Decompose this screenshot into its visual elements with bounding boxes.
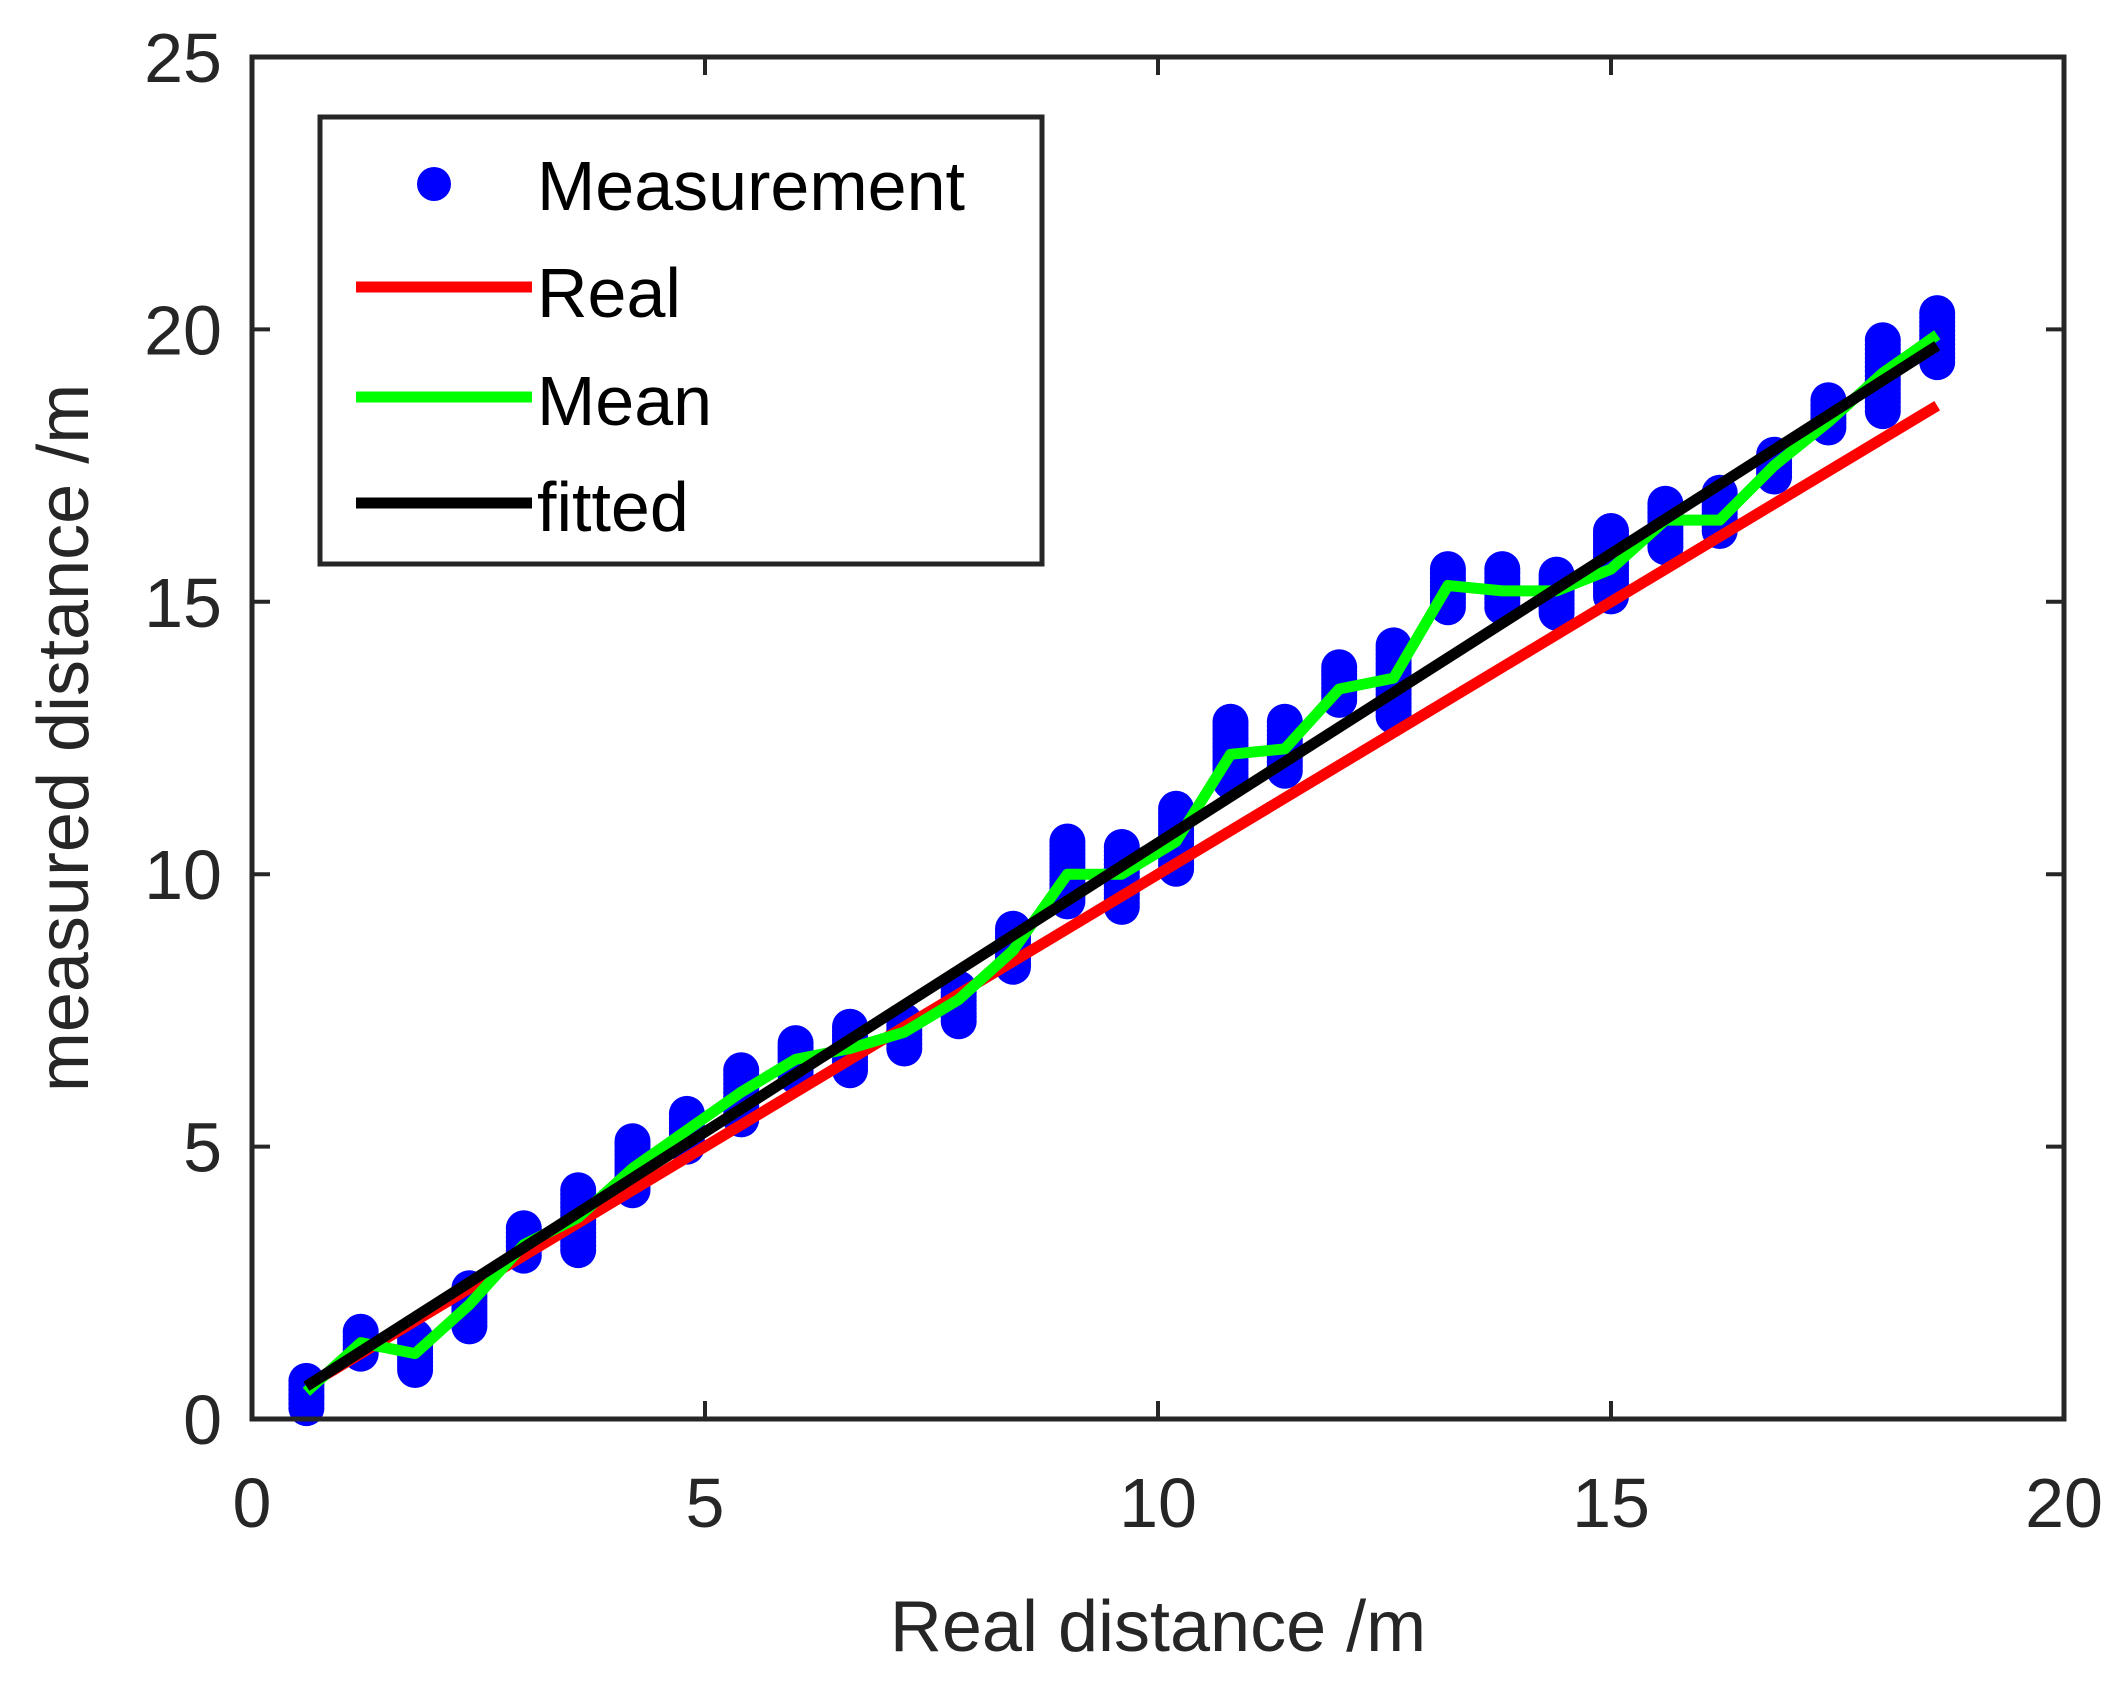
legend-label-fitted: fitted [537,468,689,546]
x-tick-label: 5 [686,1464,725,1542]
x-tick-label: 10 [1119,1464,1197,1542]
measurement-point [1266,703,1303,740]
x-tick-label: 0 [233,1464,272,1542]
legend-label-measurement: Measurement [537,147,965,225]
fitted-line [303,341,1941,1391]
legend: Measurement Real Mean fitted [317,114,1045,567]
measurement-point [614,1123,651,1160]
y-tick-label: 0 [183,1381,222,1459]
x-axis-label: Real distance /m [890,1587,1426,1667]
y-tick-label: 20 [144,291,222,369]
measurement-point [1212,703,1249,740]
y-tick-label: 5 [183,1109,222,1187]
measurement-point [723,1052,760,1089]
y-tick-label: 10 [144,836,222,914]
legend-label-real: Real [537,254,681,332]
measurement-point [1049,823,1086,860]
y-axis-label: measured distance /m [24,384,104,1092]
measurement-point [1429,551,1466,588]
measurement-point [1864,322,1901,359]
measurement-point [1919,295,1956,332]
y-tick-label: 25 [144,19,222,97]
x-tick-label: 20 [2025,1464,2103,1542]
measurement-point [1593,513,1629,549]
y-tick-label: 15 [144,564,222,642]
measurement-point [560,1172,597,1209]
legend-label-mean: Mean [537,362,712,440]
x-tick-label: 15 [1572,1464,1650,1542]
measurement-point [1321,649,1358,686]
legend-marker-measurement [417,167,451,201]
measurement-point [1484,551,1521,588]
